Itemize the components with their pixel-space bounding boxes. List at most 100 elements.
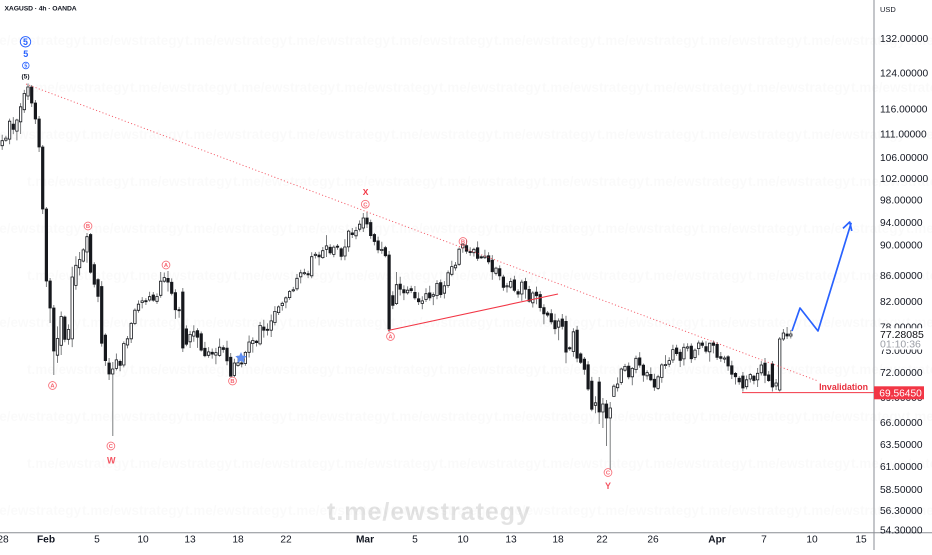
svg-text:t.me/ewstrategy: t.me/ewstrategy <box>439 80 542 95</box>
svg-text:5: 5 <box>23 37 28 47</box>
svg-text:t.me/ewstrategy: t.me/ewstrategy <box>82 221 185 236</box>
svg-text:t.me/ewstrategy: t.me/ewstrategy <box>700 127 803 142</box>
svg-text:t.me/ewstrategy: t.me/ewstrategy <box>233 268 336 283</box>
svg-text:t.me/ewstrategy: t.me/ewstrategy <box>0 33 82 48</box>
svg-text:t.me/ewstrategy: t.me/ewstrategy <box>130 174 233 189</box>
svg-text:116.00000: 116.00000 <box>880 105 928 116</box>
svg-text:5: 5 <box>23 49 28 59</box>
svg-text:28: 28 <box>0 535 9 546</box>
svg-text:98.00000: 98.00000 <box>880 196 923 207</box>
svg-text:X: X <box>363 187 369 197</box>
svg-text:t.me/ewstrategy: t.me/ewstrategy <box>0 409 82 424</box>
svg-text:t.me/ewstrategy: t.me/ewstrategy <box>288 127 391 142</box>
svg-text:XAGUSD · 4h · OANDA: XAGUSD · 4h · OANDA <box>5 5 77 12</box>
svg-text:10: 10 <box>457 535 469 546</box>
svg-text:t.me/ewstrategy: t.me/ewstrategy <box>851 80 932 95</box>
svg-text:t.me/ewstrategy: t.me/ewstrategy <box>391 315 494 330</box>
svg-text:t.me/ewstrategy: t.me/ewstrategy <box>700 409 803 424</box>
svg-text:5: 5 <box>412 535 418 546</box>
svg-text:t.me/ewstrategy: t.me/ewstrategy <box>439 174 542 189</box>
svg-text:t.me/ewstrategy: t.me/ewstrategy <box>748 456 851 471</box>
svg-text:t.me/ewstrategy: t.me/ewstrategy <box>439 362 542 377</box>
svg-text:Feb: Feb <box>37 535 55 546</box>
svg-text:B: B <box>230 379 234 385</box>
svg-text:B: B <box>86 224 90 230</box>
svg-text:18: 18 <box>552 535 564 546</box>
svg-text:26: 26 <box>647 535 659 546</box>
svg-text:90.00000: 90.00000 <box>880 240 923 251</box>
svg-text:78.00000: 78.00000 <box>880 322 923 333</box>
svg-text:t.me/ewstrategy: t.me/ewstrategy <box>597 409 700 424</box>
svg-text:t.me/ewstrategy: t.me/ewstrategy <box>288 33 391 48</box>
svg-text:t.me/ewstrategy: t.me/ewstrategy <box>597 33 700 48</box>
svg-text:69.56450: 69.56450 <box>879 389 922 400</box>
svg-text:t.me/ewstrategy: t.me/ewstrategy <box>185 409 288 424</box>
svg-text:124.00000: 124.00000 <box>880 68 928 79</box>
svg-text:t.me/ewstrategy: t.me/ewstrategy <box>542 174 645 189</box>
svg-text:t.me/ewstrategy: t.me/ewstrategy <box>130 268 233 283</box>
svg-text:t.me/ewstrategy: t.me/ewstrategy <box>233 362 336 377</box>
svg-text:t.me/ewstrategy: t.me/ewstrategy <box>748 362 851 377</box>
svg-text:61.00000: 61.00000 <box>880 462 923 473</box>
svg-text:B: B <box>461 240 465 246</box>
svg-text:t.me/ewstrategy: t.me/ewstrategy <box>336 362 439 377</box>
svg-text:A: A <box>164 263 169 269</box>
svg-text:t.me/ewstrategy: t.me/ewstrategy <box>700 221 803 236</box>
svg-text:t.me/ewstrategy: t.me/ewstrategy <box>494 315 597 330</box>
svg-text:t.me/ewstrategy: t.me/ewstrategy <box>542 80 645 95</box>
svg-text:22: 22 <box>596 535 608 546</box>
svg-text:75.00000: 75.00000 <box>880 346 923 357</box>
svg-text:111.00000: 111.00000 <box>880 129 927 140</box>
svg-text:Apr: Apr <box>708 535 726 546</box>
svg-text:t.me/ewstrategy: t.me/ewstrategy <box>700 33 803 48</box>
svg-text:5: 5 <box>24 64 27 70</box>
svg-text:t.me/ewstrategy: t.me/ewstrategy <box>130 80 233 95</box>
svg-text:A: A <box>388 335 393 341</box>
svg-text:13: 13 <box>184 535 196 546</box>
svg-text:Invalidation: Invalidation <box>819 382 868 392</box>
svg-text:t.me/ewstrategy: t.me/ewstrategy <box>336 80 439 95</box>
svg-text:t.me/ewstrategy: t.me/ewstrategy <box>0 221 82 236</box>
svg-text:t.me/ewstrategy: t.me/ewstrategy <box>82 33 185 48</box>
svg-text:t.me/ewstrategy: t.me/ewstrategy <box>391 221 494 236</box>
svg-text:t.me/ewstrategy: t.me/ewstrategy <box>185 33 288 48</box>
svg-text:t.me/ewstrategy: t.me/ewstrategy <box>288 315 391 330</box>
svg-text:t.me/ewstrategy: t.me/ewstrategy <box>27 80 130 95</box>
svg-text:t.me/ewstrategy: t.me/ewstrategy <box>748 80 851 95</box>
svg-text:t.me/ewstrategy: t.me/ewstrategy <box>185 221 288 236</box>
svg-text:18: 18 <box>232 535 244 546</box>
svg-text:t.me/ewstrategy: t.me/ewstrategy <box>700 503 803 518</box>
svg-text:W: W <box>107 456 116 466</box>
svg-text:58.50000: 58.50000 <box>880 485 923 496</box>
svg-text:72.00000: 72.00000 <box>880 368 923 379</box>
svg-text:A: A <box>50 384 55 390</box>
svg-text:t.me/ewstrategy: t.me/ewstrategy <box>233 456 336 471</box>
svg-text:t.me/ewstrategy: t.me/ewstrategy <box>542 456 645 471</box>
svg-text:t.me/ewstrategy: t.me/ewstrategy <box>494 33 597 48</box>
svg-text:10: 10 <box>137 535 149 546</box>
svg-text:t.me/ewstrategy: t.me/ewstrategy <box>0 315 82 330</box>
svg-text:t.me/ewstrategy: t.me/ewstrategy <box>645 80 748 95</box>
svg-text:10: 10 <box>806 535 818 546</box>
svg-text:t.me/ewstrategy: t.me/ewstrategy <box>391 33 494 48</box>
svg-text:t.me/ewstrategy: t.me/ewstrategy <box>27 268 130 283</box>
svg-text:t.me/ewstrategy: t.me/ewstrategy <box>336 268 439 283</box>
svg-text:t.me/ewstrategy: t.me/ewstrategy <box>82 315 185 330</box>
svg-text:t.me/ewstrategy: t.me/ewstrategy <box>494 127 597 142</box>
svg-text:106.00000: 106.00000 <box>880 153 928 164</box>
svg-text:102.00000: 102.00000 <box>880 174 928 185</box>
svg-text:t.me/ewstrategy: t.me/ewstrategy <box>494 221 597 236</box>
svg-text:Mar: Mar <box>356 535 374 546</box>
svg-text:t.me/ewstrategy: t.me/ewstrategy <box>645 456 748 471</box>
svg-text:63.50000: 63.50000 <box>880 440 923 451</box>
svg-text:t.me/ewstrategy: t.me/ewstrategy <box>645 268 748 283</box>
svg-text:t.me/ewstrategy: t.me/ewstrategy <box>288 221 391 236</box>
svg-text:15: 15 <box>855 535 867 546</box>
svg-text:t.me/ewstrategy: t.me/ewstrategy <box>185 127 288 142</box>
svg-text:56.30000: 56.30000 <box>880 506 923 517</box>
svg-text:82.00000: 82.00000 <box>880 297 923 308</box>
svg-text:66.00000: 66.00000 <box>880 418 923 429</box>
svg-text:54.30000: 54.30000 <box>880 525 923 536</box>
svg-text:C: C <box>606 471 611 477</box>
svg-text:Y: Y <box>605 481 611 491</box>
